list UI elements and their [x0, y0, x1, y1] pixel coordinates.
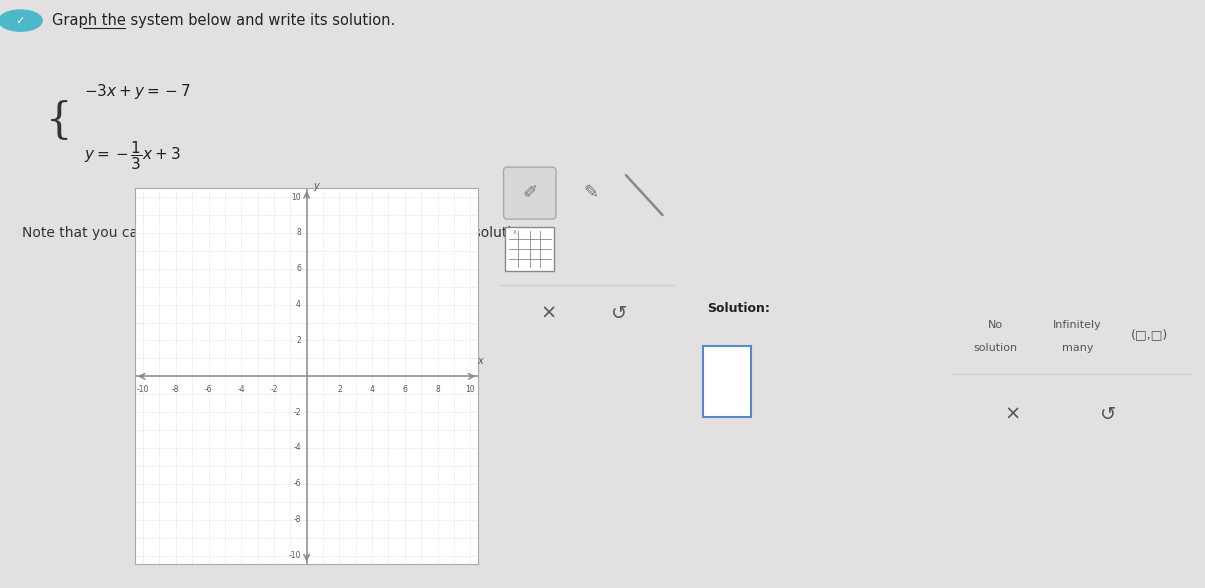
- Text: Infinitely: Infinitely: [1053, 319, 1101, 330]
- Text: ✐: ✐: [522, 184, 537, 202]
- Text: -4: -4: [237, 385, 245, 395]
- Text: $-3x+y=-7$: $-3x+y=-7$: [84, 82, 192, 101]
- Text: x: x: [513, 229, 517, 235]
- Text: 6: 6: [296, 264, 301, 273]
- Text: Note that you can also answer "No solution" or "Infinitely many" solutions.: Note that you can also answer "No soluti…: [22, 226, 540, 240]
- Text: -2: -2: [294, 407, 301, 417]
- Text: 4: 4: [296, 300, 301, 309]
- Text: 10: 10: [292, 193, 301, 202]
- FancyBboxPatch shape: [504, 167, 556, 219]
- Text: ×: ×: [541, 303, 557, 323]
- Circle shape: [0, 10, 42, 31]
- Text: 8: 8: [296, 229, 301, 238]
- Text: 2: 2: [337, 385, 342, 395]
- Text: many: many: [1062, 342, 1093, 353]
- Text: 10: 10: [465, 385, 475, 395]
- Text: ×: ×: [1004, 405, 1021, 424]
- Text: ✓: ✓: [16, 15, 25, 26]
- FancyBboxPatch shape: [505, 227, 554, 271]
- Text: 2: 2: [296, 336, 301, 345]
- Text: -8: -8: [294, 515, 301, 524]
- Text: 8: 8: [435, 385, 440, 395]
- FancyBboxPatch shape: [703, 346, 751, 416]
- Text: y: y: [313, 181, 319, 191]
- Text: Graph the system below and write its solution.: Graph the system below and write its sol…: [52, 13, 395, 28]
- Text: -6: -6: [205, 385, 212, 395]
- Text: x: x: [477, 356, 483, 366]
- Text: solution: solution: [974, 342, 1017, 353]
- Text: 6: 6: [402, 385, 407, 395]
- Text: ✎: ✎: [583, 184, 599, 202]
- Text: -2: -2: [270, 385, 277, 395]
- Text: $y=-\dfrac{1}{3}x+3$: $y=-\dfrac{1}{3}x+3$: [84, 139, 181, 172]
- Text: ↺: ↺: [1100, 405, 1117, 424]
- Text: Solution:: Solution:: [707, 302, 770, 315]
- Text: {: {: [46, 99, 72, 142]
- Text: -6: -6: [293, 479, 301, 489]
- Text: -8: -8: [172, 385, 180, 395]
- Text: -10: -10: [288, 551, 301, 560]
- Text: -4: -4: [293, 443, 301, 453]
- Text: (□,□): (□,□): [1131, 329, 1168, 342]
- Text: ↺: ↺: [611, 303, 627, 323]
- Text: 4: 4: [370, 385, 375, 395]
- Text: -10: -10: [137, 385, 149, 395]
- Text: No: No: [988, 319, 1003, 330]
